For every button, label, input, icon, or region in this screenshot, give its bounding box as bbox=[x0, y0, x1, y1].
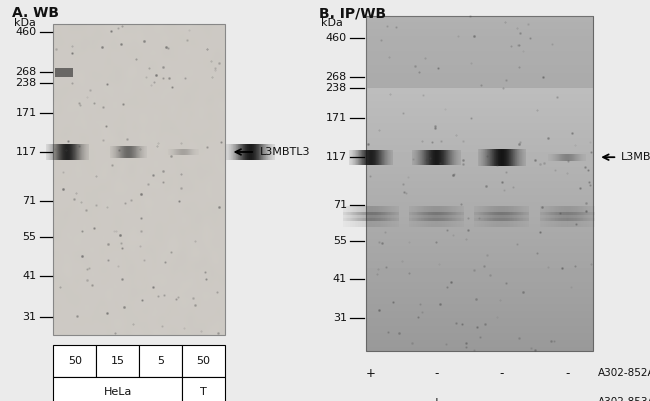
Text: +: + bbox=[432, 396, 441, 401]
Text: 460: 460 bbox=[16, 27, 36, 37]
Text: -: - bbox=[500, 367, 504, 380]
Text: 71: 71 bbox=[23, 196, 36, 205]
Text: -: - bbox=[369, 396, 373, 401]
Text: HeLa: HeLa bbox=[103, 387, 132, 397]
Text: A302-852A: A302-852A bbox=[599, 369, 650, 378]
Text: -: - bbox=[565, 367, 569, 380]
Text: 117: 117 bbox=[16, 148, 36, 157]
Text: -: - bbox=[565, 396, 569, 401]
Text: kDa: kDa bbox=[14, 18, 36, 28]
Text: 55: 55 bbox=[23, 233, 36, 242]
Text: T: T bbox=[200, 387, 207, 397]
Bar bbox=[366, 16, 593, 351]
Bar bbox=[53, 24, 224, 335]
Bar bbox=[96, 345, 139, 377]
Text: 71: 71 bbox=[333, 200, 347, 209]
Text: 171: 171 bbox=[326, 113, 347, 123]
Text: A302-853A: A302-853A bbox=[599, 397, 650, 401]
Text: 268: 268 bbox=[16, 67, 36, 77]
Bar bbox=[182, 345, 224, 377]
Text: 41: 41 bbox=[333, 274, 347, 284]
Text: A. WB: A. WB bbox=[12, 6, 59, 20]
Text: L3MBTL3: L3MBTL3 bbox=[260, 147, 310, 157]
Text: 31: 31 bbox=[333, 313, 347, 322]
Text: 31: 31 bbox=[23, 312, 36, 322]
Text: 15: 15 bbox=[111, 356, 125, 366]
Text: 117: 117 bbox=[326, 152, 347, 162]
Bar bbox=[53, 377, 182, 401]
Text: 268: 268 bbox=[326, 72, 347, 82]
Bar bbox=[55, 68, 73, 77]
Text: 50: 50 bbox=[68, 356, 82, 366]
Text: 55: 55 bbox=[333, 237, 347, 246]
Bar bbox=[139, 345, 182, 377]
Text: -: - bbox=[500, 396, 504, 401]
Text: 5: 5 bbox=[157, 356, 164, 366]
Bar bbox=[366, 16, 593, 88]
Bar bbox=[53, 345, 96, 377]
Text: 41: 41 bbox=[23, 271, 36, 281]
Text: B. IP/WB: B. IP/WB bbox=[319, 6, 386, 20]
Text: L3MBTL3: L3MBTL3 bbox=[621, 152, 650, 162]
Bar bbox=[182, 377, 224, 401]
Text: 50: 50 bbox=[196, 356, 210, 366]
Text: -: - bbox=[434, 367, 439, 380]
Text: 238: 238 bbox=[16, 78, 36, 88]
Text: 460: 460 bbox=[326, 33, 347, 43]
Text: 171: 171 bbox=[16, 108, 36, 118]
Text: kDa: kDa bbox=[321, 18, 343, 28]
Text: +: + bbox=[366, 367, 376, 380]
Text: 238: 238 bbox=[326, 83, 347, 93]
